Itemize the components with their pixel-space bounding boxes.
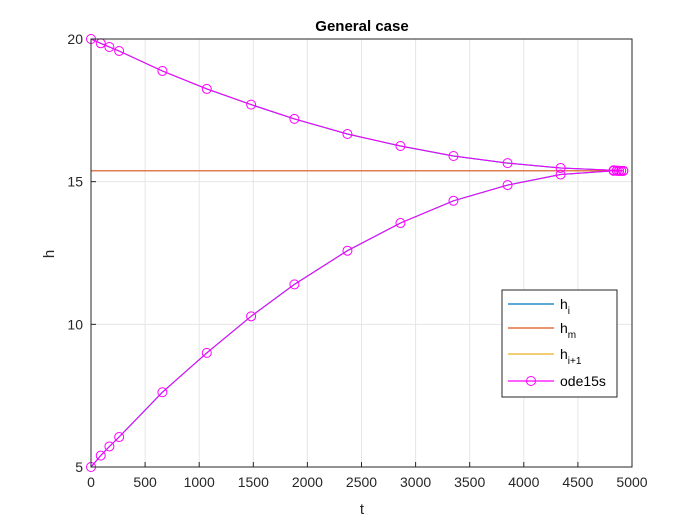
series-ode15s-upper-line [90, 38, 624, 172]
legend-label-h_i1: hi+1 [560, 346, 582, 367]
ode15s-marker-upper [342, 129, 353, 140]
ode15s-marker [342, 245, 353, 256]
y-axis-ticks: 5 10 15 20 [67, 31, 96, 475]
ode15s-marker [395, 218, 406, 229]
y-tick-label: 15 [67, 174, 83, 190]
x-tick-label: 4500 [562, 474, 593, 490]
ode15s-marker-upper [114, 45, 125, 56]
ode15s-marker [502, 180, 513, 191]
ode15s-marker-upper [246, 99, 257, 110]
ode15s-marker [157, 387, 168, 398]
x-tick-label: 0 [87, 474, 95, 490]
ode15s-marker [201, 347, 212, 358]
ode15s-marker [114, 432, 125, 443]
ode15s-marker-upper [608, 165, 619, 176]
y-tick-label: 5 [75, 459, 83, 475]
ode15s-marker [95, 450, 106, 461]
x-axis-label: t [360, 501, 365, 518]
legend-label-h_m: hm [560, 320, 576, 341]
ode15s-marker [246, 311, 257, 322]
ode15s-marker [555, 169, 566, 180]
chart-title: General case [315, 18, 408, 35]
ode15s-marker-upper [201, 83, 212, 94]
ode15s-marker [104, 441, 115, 452]
legend: hi hm hi+1 ode15s [501, 289, 618, 398]
ode15s-marker-upper [618, 165, 629, 176]
ode15s-marker [448, 195, 459, 206]
legend-label-h_i: hi [560, 296, 570, 317]
x-tick-label: 4000 [508, 474, 539, 490]
ode15s-marker-upper [555, 162, 566, 173]
plot-lines [86, 34, 629, 472]
y-tick-label: 10 [67, 316, 83, 332]
ode15s-marker-upper [448, 150, 459, 161]
y-tick-label: 20 [67, 31, 83, 47]
x-tick-label: 1500 [238, 474, 269, 490]
ode15s-marker-upper [395, 141, 406, 151]
ode15s-marker-upper [502, 158, 513, 169]
x-tick-label: 3500 [454, 474, 485, 490]
x-tick-label: 500 [133, 474, 157, 490]
ode15s-marker-upper [289, 113, 300, 124]
x-tick-label: 5000 [616, 474, 647, 490]
x-tick-label: 3000 [400, 474, 431, 490]
y-axis-label: h [41, 250, 58, 258]
x-tick-label: 2000 [292, 474, 323, 490]
x-tick-label: 2500 [346, 474, 377, 490]
x-tick-label: 1000 [184, 474, 215, 490]
x-axis-ticks: 0 500 1000 1500 2000 2500 3000 3500 4000 4500 5000 [87, 462, 648, 490]
legend-marker-ode15s [526, 376, 536, 386]
ode15s-marker-upper [157, 65, 168, 76]
legend-label-ode15s: ode15s [560, 373, 606, 389]
ode15s-marker-upper [104, 41, 115, 52]
legend-box [501, 289, 618, 398]
ode15s-marker [289, 279, 300, 290]
